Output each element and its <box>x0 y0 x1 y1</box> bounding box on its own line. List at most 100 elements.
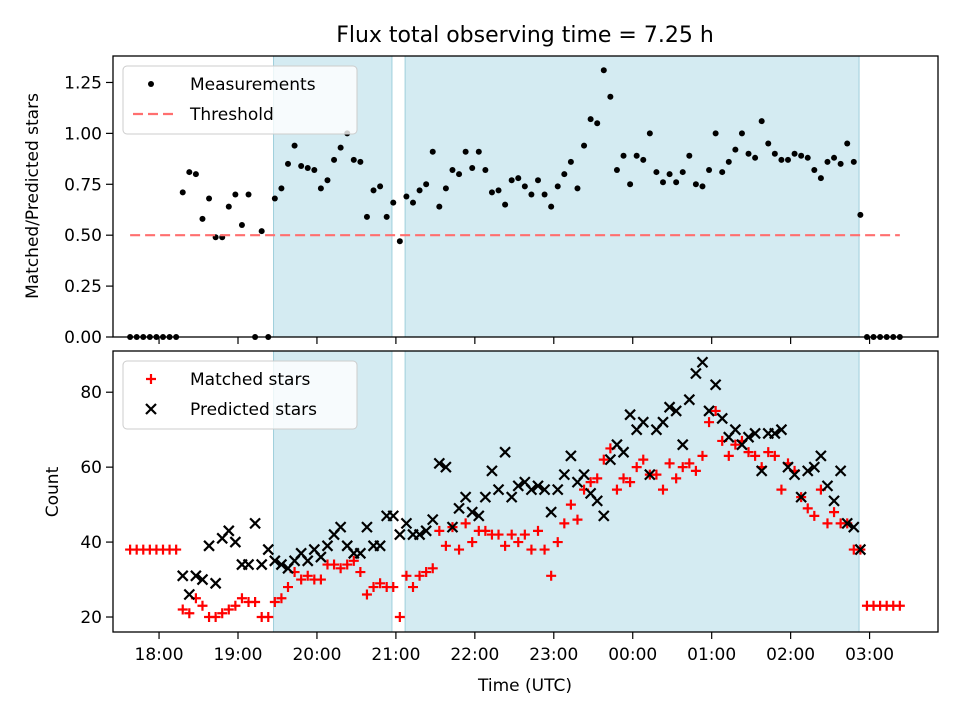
predicted-star-point <box>690 367 702 380</box>
measurement-point <box>857 211 864 218</box>
predicted-star-point <box>755 465 768 477</box>
predicted-star-point <box>729 423 742 436</box>
measurement-point <box>528 191 535 198</box>
measurement-point <box>456 171 463 178</box>
measurement-point <box>633 152 640 159</box>
matched-star-point <box>388 582 399 593</box>
matched-star-point <box>513 537 524 548</box>
bottom-y-tick-label: 20 <box>80 608 102 628</box>
predicted-star-point <box>565 450 577 462</box>
measurement-point <box>515 175 522 182</box>
top-y-tick-label: 0.50 <box>64 226 102 246</box>
matched-star-point <box>533 525 543 536</box>
measurement-point <box>666 171 673 178</box>
predicted-star-point <box>828 495 840 507</box>
matched-star-point <box>763 447 774 458</box>
matched-star-point <box>223 604 234 615</box>
matched-star-point <box>690 465 701 476</box>
predicted-star-point <box>459 491 472 503</box>
bottom-legend: Matched stars Predicted stars <box>122 360 358 430</box>
top-y-tick-label: 0.25 <box>64 277 102 297</box>
matched-star-point <box>625 477 636 488</box>
ratio-plot: 0.00 0.25 0.50 0.75 1.00 1.25 Measurements Thre… <box>64 55 939 348</box>
matched-star-point <box>750 450 761 461</box>
matched-star-point <box>263 612 274 623</box>
predicted-star-point <box>255 558 268 571</box>
measurement-point <box>298 162 305 169</box>
measurement-point <box>732 146 739 153</box>
matched-star-point <box>236 593 247 604</box>
predicted-star-point <box>591 495 603 507</box>
predicted-star-point <box>420 525 432 537</box>
matched-star-point <box>434 525 445 536</box>
matched-star-point <box>269 597 280 608</box>
matched-star-point <box>197 600 208 611</box>
matched-star-point <box>585 477 596 488</box>
matched-star-point <box>230 600 241 611</box>
measurement-point <box>403 193 410 200</box>
measurement-point <box>811 167 818 174</box>
measurement-point <box>653 169 660 176</box>
measurement-point <box>423 181 430 188</box>
predicted-star-point <box>301 555 314 567</box>
matched-star-point <box>276 593 287 604</box>
predicted-star-point <box>848 521 860 533</box>
measurement-point <box>285 160 291 167</box>
measurement-point <box>488 189 495 196</box>
matched-star-point <box>730 439 741 450</box>
matched-star-point <box>302 570 313 581</box>
top-y-tick-label: 0.00 <box>64 328 102 348</box>
predicted-star-point <box>262 543 275 556</box>
measurement-point <box>844 140 851 147</box>
matched-star-point <box>414 570 425 581</box>
predicted-star-point <box>854 543 867 556</box>
measurement-point <box>482 167 489 174</box>
bottom-axes-frame <box>112 350 939 633</box>
matched-star-point <box>684 458 695 469</box>
measurement-point <box>508 177 515 184</box>
predicted-star-point <box>426 513 439 526</box>
predicted-star-point <box>315 551 327 563</box>
predicted-star-point <box>551 483 564 496</box>
measurement-point <box>186 169 193 176</box>
predicted-star-point <box>644 468 656 481</box>
matched-star-point <box>401 570 412 581</box>
bottom-y-tick-label: 60 <box>80 458 102 478</box>
measurement-point <box>179 189 186 196</box>
measurement-point <box>377 183 384 190</box>
matched-star-point <box>697 450 708 461</box>
measurement-point <box>442 185 449 192</box>
measurement-point <box>521 183 528 190</box>
x-tick-label: 23:00 <box>529 645 578 665</box>
measurement-point <box>554 183 561 190</box>
measurement-point <box>587 116 594 123</box>
matched-star-point <box>480 525 491 536</box>
predicted-star-point <box>505 491 518 503</box>
count-plot: 18:00 19:00 20:00 21:00 22:00 23:00 00:00 01:00… <box>80 350 939 665</box>
legend-label: Threshold <box>189 105 274 125</box>
measurement-point <box>331 156 338 163</box>
predicted-star-point <box>229 536 242 548</box>
measurement-point <box>495 187 502 194</box>
predicted-star-point <box>196 573 209 586</box>
matched-star-point <box>526 544 537 555</box>
matched-star-point <box>342 559 353 570</box>
measurement-point <box>311 167 318 174</box>
predicted-star-point <box>578 468 590 481</box>
matched-star-point <box>421 567 432 578</box>
predicted-star-point <box>354 547 367 560</box>
measurement-point <box>791 150 798 157</box>
predicted-star-point <box>242 558 255 571</box>
measurement-point <box>548 203 555 210</box>
matched-star-point <box>611 484 622 495</box>
x-tick-label: 19:00 <box>214 645 263 665</box>
predicted-star-point <box>676 438 689 451</box>
matched-star-point <box>776 484 787 495</box>
matched-star-point <box>210 612 221 623</box>
matched-star-point <box>217 608 228 619</box>
measurement-point <box>396 238 403 245</box>
x-tick-label: 00:00 <box>608 645 657 665</box>
measurement-point <box>199 215 206 222</box>
predicted-star-point <box>808 461 821 473</box>
matched-star-point <box>394 612 405 623</box>
